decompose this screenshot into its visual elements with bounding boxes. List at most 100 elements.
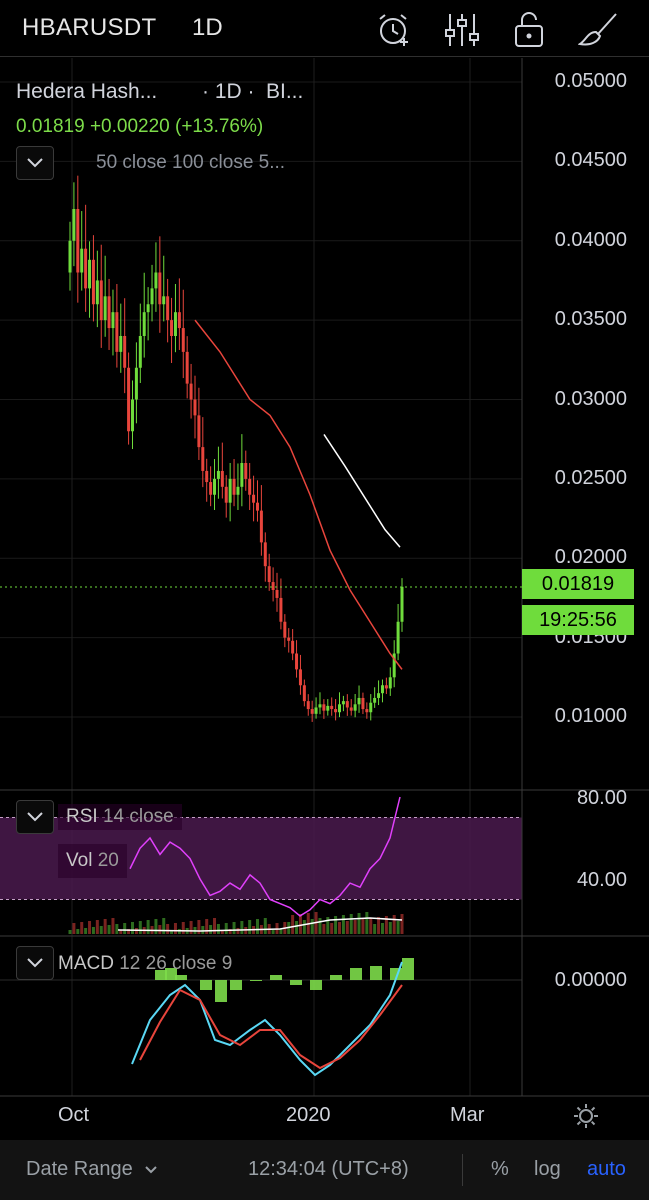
candle-body [392,653,396,678]
rsi-axis-40: 40.00 [576,869,627,891]
candle-body [244,463,248,479]
current-price-tag: 0.01819 [522,569,634,599]
volume-bar [111,918,115,934]
log-scale-toggle[interactable]: log [534,1158,561,1180]
legend-interval: · 1D · [202,80,255,103]
volume-legend[interactable]: Vol 20 [58,844,127,878]
candle-body [322,704,326,711]
bottom-divider [462,1154,463,1186]
macd-histogram-bar [330,975,342,980]
macd-legend[interactable]: MACD 12 26 close 9 [58,952,232,976]
candle-body [189,383,193,400]
candle-body [259,510,263,543]
volume-bar [263,918,267,934]
candle-body [134,367,138,400]
candle-body [103,296,107,321]
volume-bar [318,918,322,934]
macd-axis-zero: 0.00000 [554,969,627,991]
price-candles [68,175,404,722]
ma100-line [323,434,401,548]
candle-body [84,248,88,289]
volume-bar [201,926,205,934]
volume-bar [334,916,338,934]
rsi-legend[interactable]: RSI 14 close [58,804,182,830]
top-toolbar: HBARUSDT 1D [0,0,649,56]
legend-price-change: 0.01819 +0.00220 (+13.76%) [16,116,264,137]
ma50-line [194,319,403,670]
candle-body [353,704,357,711]
volume-bar [298,914,302,934]
unlock-icon[interactable] [510,10,550,50]
chart-canvas[interactable] [0,0,649,1140]
candle-body [275,590,279,598]
candle-body [326,705,330,711]
volume-bar [338,922,342,934]
candle-body [338,704,342,713]
ma-collapse-button[interactable] [16,146,54,180]
utc-clock[interactable]: 12:34:04 (UTC+8) [248,1158,409,1180]
candle-body [295,653,299,670]
volume-bar [170,930,174,934]
candle-body [224,486,228,503]
candle-body [123,336,127,368]
macd-collapse-button[interactable] [16,946,54,980]
auto-scale-toggle[interactable]: auto [587,1158,626,1180]
volume-bar [353,920,357,934]
macd-histogram-bar [250,980,262,981]
volume-bar [189,921,193,934]
time-label-2020: 2020 [286,1104,331,1126]
candle-body [400,586,404,622]
candle-body [115,312,119,352]
volume-bar [291,915,295,934]
volume-bar [341,915,345,934]
candle-body [181,328,185,352]
volume-bar [107,925,111,934]
price-axis-tick: 0.04000 [554,228,627,251]
candle-body [76,209,80,273]
candle-body [130,399,134,432]
volume-bar [197,920,201,934]
drawing-brush-icon[interactable] [577,10,618,50]
chart-settings-gear-icon[interactable] [572,1102,600,1130]
date-range-button[interactable]: Date Range [26,1158,158,1181]
candle-body [349,707,353,711]
alarm-add-icon[interactable] [374,10,414,50]
volume-bar [76,929,80,934]
volume-bar [88,921,92,934]
volume-bar [95,920,99,934]
volume-bar [91,927,95,934]
date-range-label: Date Range [26,1158,133,1180]
candle-body [384,685,388,689]
chevron-down-icon [27,812,43,822]
candle-body [154,272,158,289]
interval-button[interactable]: 1D [192,14,223,41]
candle-body [99,280,103,321]
candle-body [205,470,209,483]
volume-bar [84,928,88,934]
price-axis-tick: 0.02000 [554,546,627,569]
legend-symbol-name[interactable]: Hedera Hash... [16,80,158,103]
volume-bar [392,915,396,934]
volume-bar [134,928,138,934]
percent-scale-toggle[interactable]: % [491,1158,509,1180]
candle-body [310,709,314,714]
candle-body [345,701,349,708]
macd-histogram-bar [290,980,302,985]
candle-body [283,621,287,638]
rsi-line-group [129,796,401,917]
moving-averages [194,319,403,670]
volume-bar [357,913,361,934]
ma-indicator-label[interactable]: 50 close 100 close 5... [96,152,286,173]
volume-bar [349,914,353,934]
candle-body [220,470,224,487]
candle-body [279,597,283,622]
indicators-icon[interactable] [442,10,482,50]
symbol-title[interactable]: HBARUSDT [22,14,157,41]
rsi-collapse-button[interactable] [16,800,54,834]
rsi-params: 14 close [102,806,174,827]
candle-body [291,640,295,654]
volume-bar [115,924,119,934]
volume-bar [181,922,185,934]
volume-bar [232,922,236,934]
legend-exchange: BI... [266,80,304,103]
